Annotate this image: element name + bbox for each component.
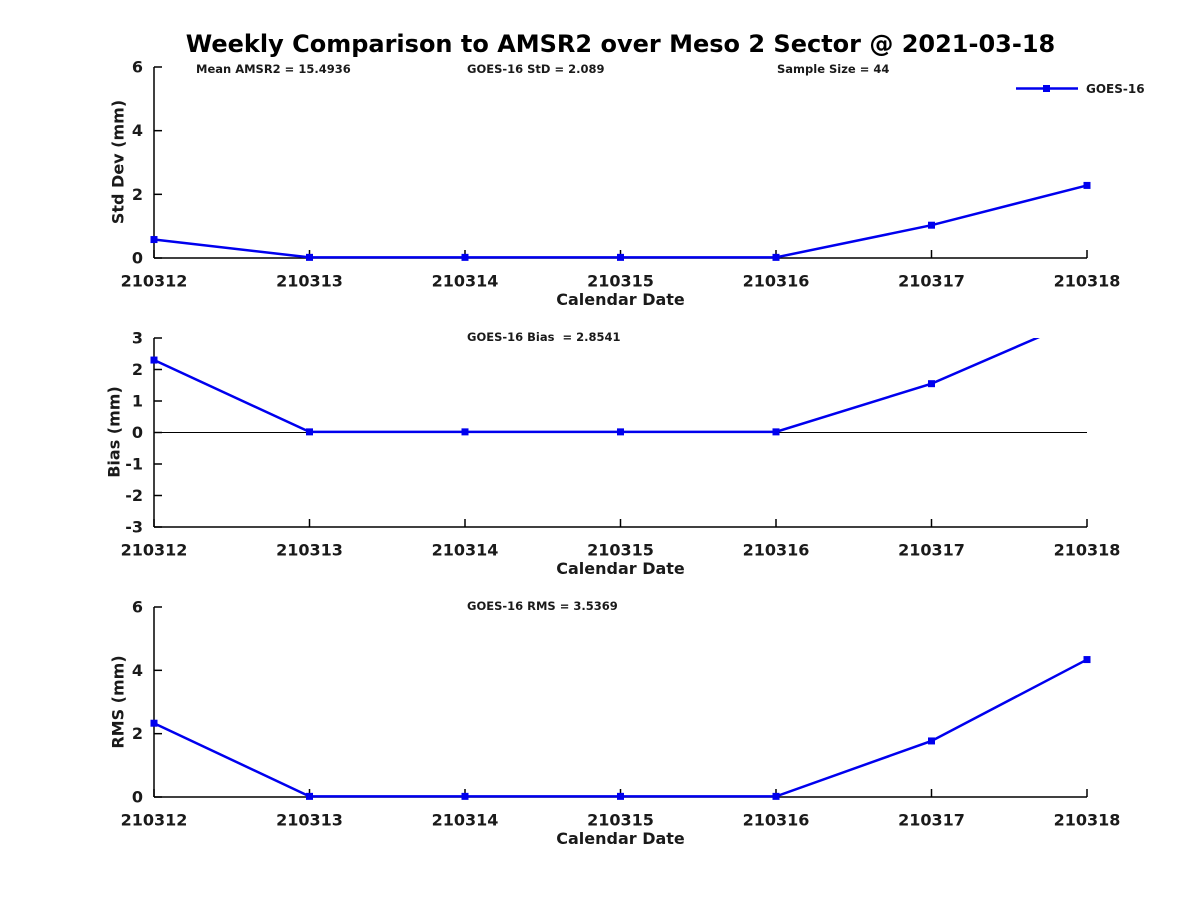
x-tick-label: 210314 [432, 541, 499, 560]
x-tick-label: 210312 [121, 811, 188, 830]
x-tick-label: 210315 [587, 541, 654, 560]
data-marker [1084, 313, 1091, 320]
y-tick-label: 0 [132, 423, 143, 442]
legend-marker-icon [1043, 85, 1050, 92]
data-marker [617, 792, 624, 800]
x-tick-label: 210313 [276, 541, 343, 560]
annotation-mean-amsr2: Mean AMSR2 = 15.4936 [196, 62, 351, 76]
panel-rms: 0 2 4 6 210312 210313 210314 210315 210316 210317… [121, 598, 1121, 830]
panel-std-dev: 0 2 4 6 210312 210313 210314 210315 210316 210317… [121, 58, 1121, 291]
y-tick-label: 6 [132, 598, 143, 617]
annotation-goes16-std: GOES-16 StD = 2.089 [467, 62, 605, 76]
data-marker [617, 253, 624, 261]
data-line-bias [153, 338, 1041, 434]
y-tick-label: -2 [125, 486, 143, 505]
data-line-rms [153, 658, 1088, 798]
data-marker [306, 428, 313, 436]
data-marker [772, 792, 780, 800]
x-tick-label: 210316 [743, 541, 810, 560]
data-line-std-dev [153, 184, 1088, 259]
x-tick-label: 210315 [587, 811, 654, 830]
x-tick-label: 210316 [743, 272, 810, 291]
y-tick-label: 4 [132, 121, 143, 140]
y-tick-label: -1 [125, 455, 143, 474]
y-tick-label: 3 [132, 329, 143, 348]
annotation-sample-size: Sample Size = 44 [777, 62, 890, 76]
x-tick-label: 210318 [1054, 811, 1121, 830]
data-marker [461, 253, 469, 261]
data-marker [150, 236, 158, 244]
data-marker [1083, 181, 1091, 189]
y-tick-label: 0 [132, 788, 143, 807]
legend: GOES-16 [1015, 81, 1145, 96]
x-tick-label: 210314 [432, 272, 499, 291]
legend-label: GOES-16 [1086, 81, 1145, 96]
panel-bias: -3 -2 -1 0 1 2 3 210312 210313 210314 210315 210316… [121, 313, 1121, 560]
y-tick-label: 2 [132, 360, 143, 379]
y-axis-label-rms: RMS (mm) [108, 655, 128, 749]
y-tick-label: 0 [132, 249, 143, 268]
data-marker [772, 253, 780, 261]
data-marker [461, 792, 469, 800]
figure-title: Weekly Comparison to AMSR2 over Meso 2 S… [185, 30, 1056, 58]
data-marker [306, 792, 313, 800]
legend-line-sample [1016, 85, 1078, 92]
x-tick-label: 210312 [121, 272, 188, 291]
x-tick-label: 210314 [432, 811, 499, 830]
data-marker [461, 428, 469, 436]
data-marker [928, 221, 935, 229]
data-marker [928, 380, 935, 388]
x-tick-label: 210318 [1054, 541, 1121, 560]
annotation-goes16-rms: GOES-16 RMS = 3.5369 [467, 599, 618, 613]
y-axis-label-std-dev: Std Dev (mm) [108, 99, 128, 225]
data-marker [928, 737, 935, 745]
x-tick-label: 210313 [276, 811, 343, 830]
data-marker [150, 719, 158, 727]
x-tick-label: 210317 [898, 541, 965, 560]
x-axis-label-3: Calendar Date [556, 829, 685, 848]
y-axis-label-bias: Bias (mm) [104, 386, 124, 478]
x-tick-label: 210313 [276, 272, 343, 291]
data-marker [306, 253, 313, 261]
data-marker [1083, 656, 1091, 664]
x-tick-label: 210312 [121, 541, 188, 560]
data-marker [617, 428, 624, 436]
annotation-goes16-bias: GOES-16 Bias = 2.8541 [467, 330, 621, 344]
y-tick-label: 6 [132, 58, 143, 77]
y-tick-label: -3 [125, 518, 143, 537]
data-marker [150, 356, 158, 364]
y-tick-label: 4 [132, 661, 143, 680]
x-axis-label-2: Calendar Date [556, 559, 685, 578]
x-tick-label: 210317 [898, 272, 965, 291]
y-tick-label: 2 [132, 185, 143, 204]
y-tick-label: 2 [132, 724, 143, 743]
y-tick-label: 1 [132, 392, 143, 411]
data-marker [772, 428, 780, 436]
x-axis-label-1: Calendar Date [556, 290, 685, 309]
x-tick-label: 210315 [587, 272, 654, 291]
x-tick-label: 210316 [743, 811, 810, 830]
x-tick-label: 210318 [1054, 272, 1121, 291]
x-tick-label: 210317 [898, 811, 965, 830]
